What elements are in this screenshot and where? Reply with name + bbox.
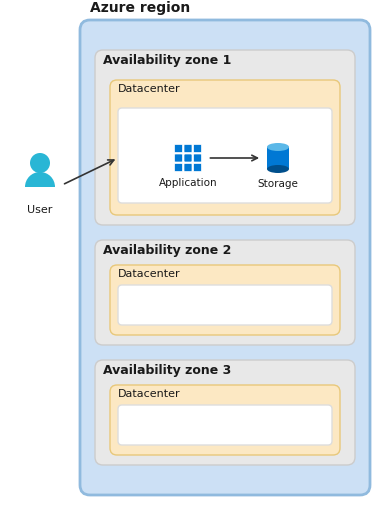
FancyBboxPatch shape (175, 163, 183, 171)
Text: Availability zone 2: Availability zone 2 (103, 244, 231, 257)
FancyBboxPatch shape (95, 50, 355, 225)
FancyBboxPatch shape (184, 163, 192, 171)
Wedge shape (25, 172, 55, 187)
Text: Application: Application (159, 177, 217, 188)
Text: Storage: Storage (257, 179, 298, 189)
FancyBboxPatch shape (193, 163, 201, 171)
FancyBboxPatch shape (118, 285, 332, 325)
FancyBboxPatch shape (175, 154, 183, 162)
Text: Datacenter: Datacenter (118, 389, 181, 399)
FancyBboxPatch shape (184, 154, 192, 162)
FancyBboxPatch shape (184, 144, 192, 153)
Ellipse shape (267, 165, 289, 173)
Circle shape (30, 153, 50, 173)
FancyBboxPatch shape (193, 154, 201, 162)
Text: Availability zone 1: Availability zone 1 (103, 54, 231, 67)
FancyBboxPatch shape (110, 385, 340, 455)
Text: Azure region: Azure region (90, 1, 190, 15)
Text: Availability zone 3: Availability zone 3 (103, 364, 231, 377)
Bar (267, 147, 289, 169)
FancyBboxPatch shape (80, 20, 370, 495)
Text: Datacenter: Datacenter (118, 269, 181, 279)
FancyBboxPatch shape (193, 144, 201, 153)
FancyBboxPatch shape (175, 144, 183, 153)
FancyBboxPatch shape (110, 265, 340, 335)
FancyBboxPatch shape (118, 108, 332, 203)
Ellipse shape (267, 143, 289, 151)
FancyBboxPatch shape (95, 240, 355, 345)
FancyBboxPatch shape (95, 360, 355, 465)
Text: User: User (27, 205, 53, 215)
FancyBboxPatch shape (118, 405, 332, 445)
FancyBboxPatch shape (110, 80, 340, 215)
Text: Datacenter: Datacenter (118, 84, 181, 94)
